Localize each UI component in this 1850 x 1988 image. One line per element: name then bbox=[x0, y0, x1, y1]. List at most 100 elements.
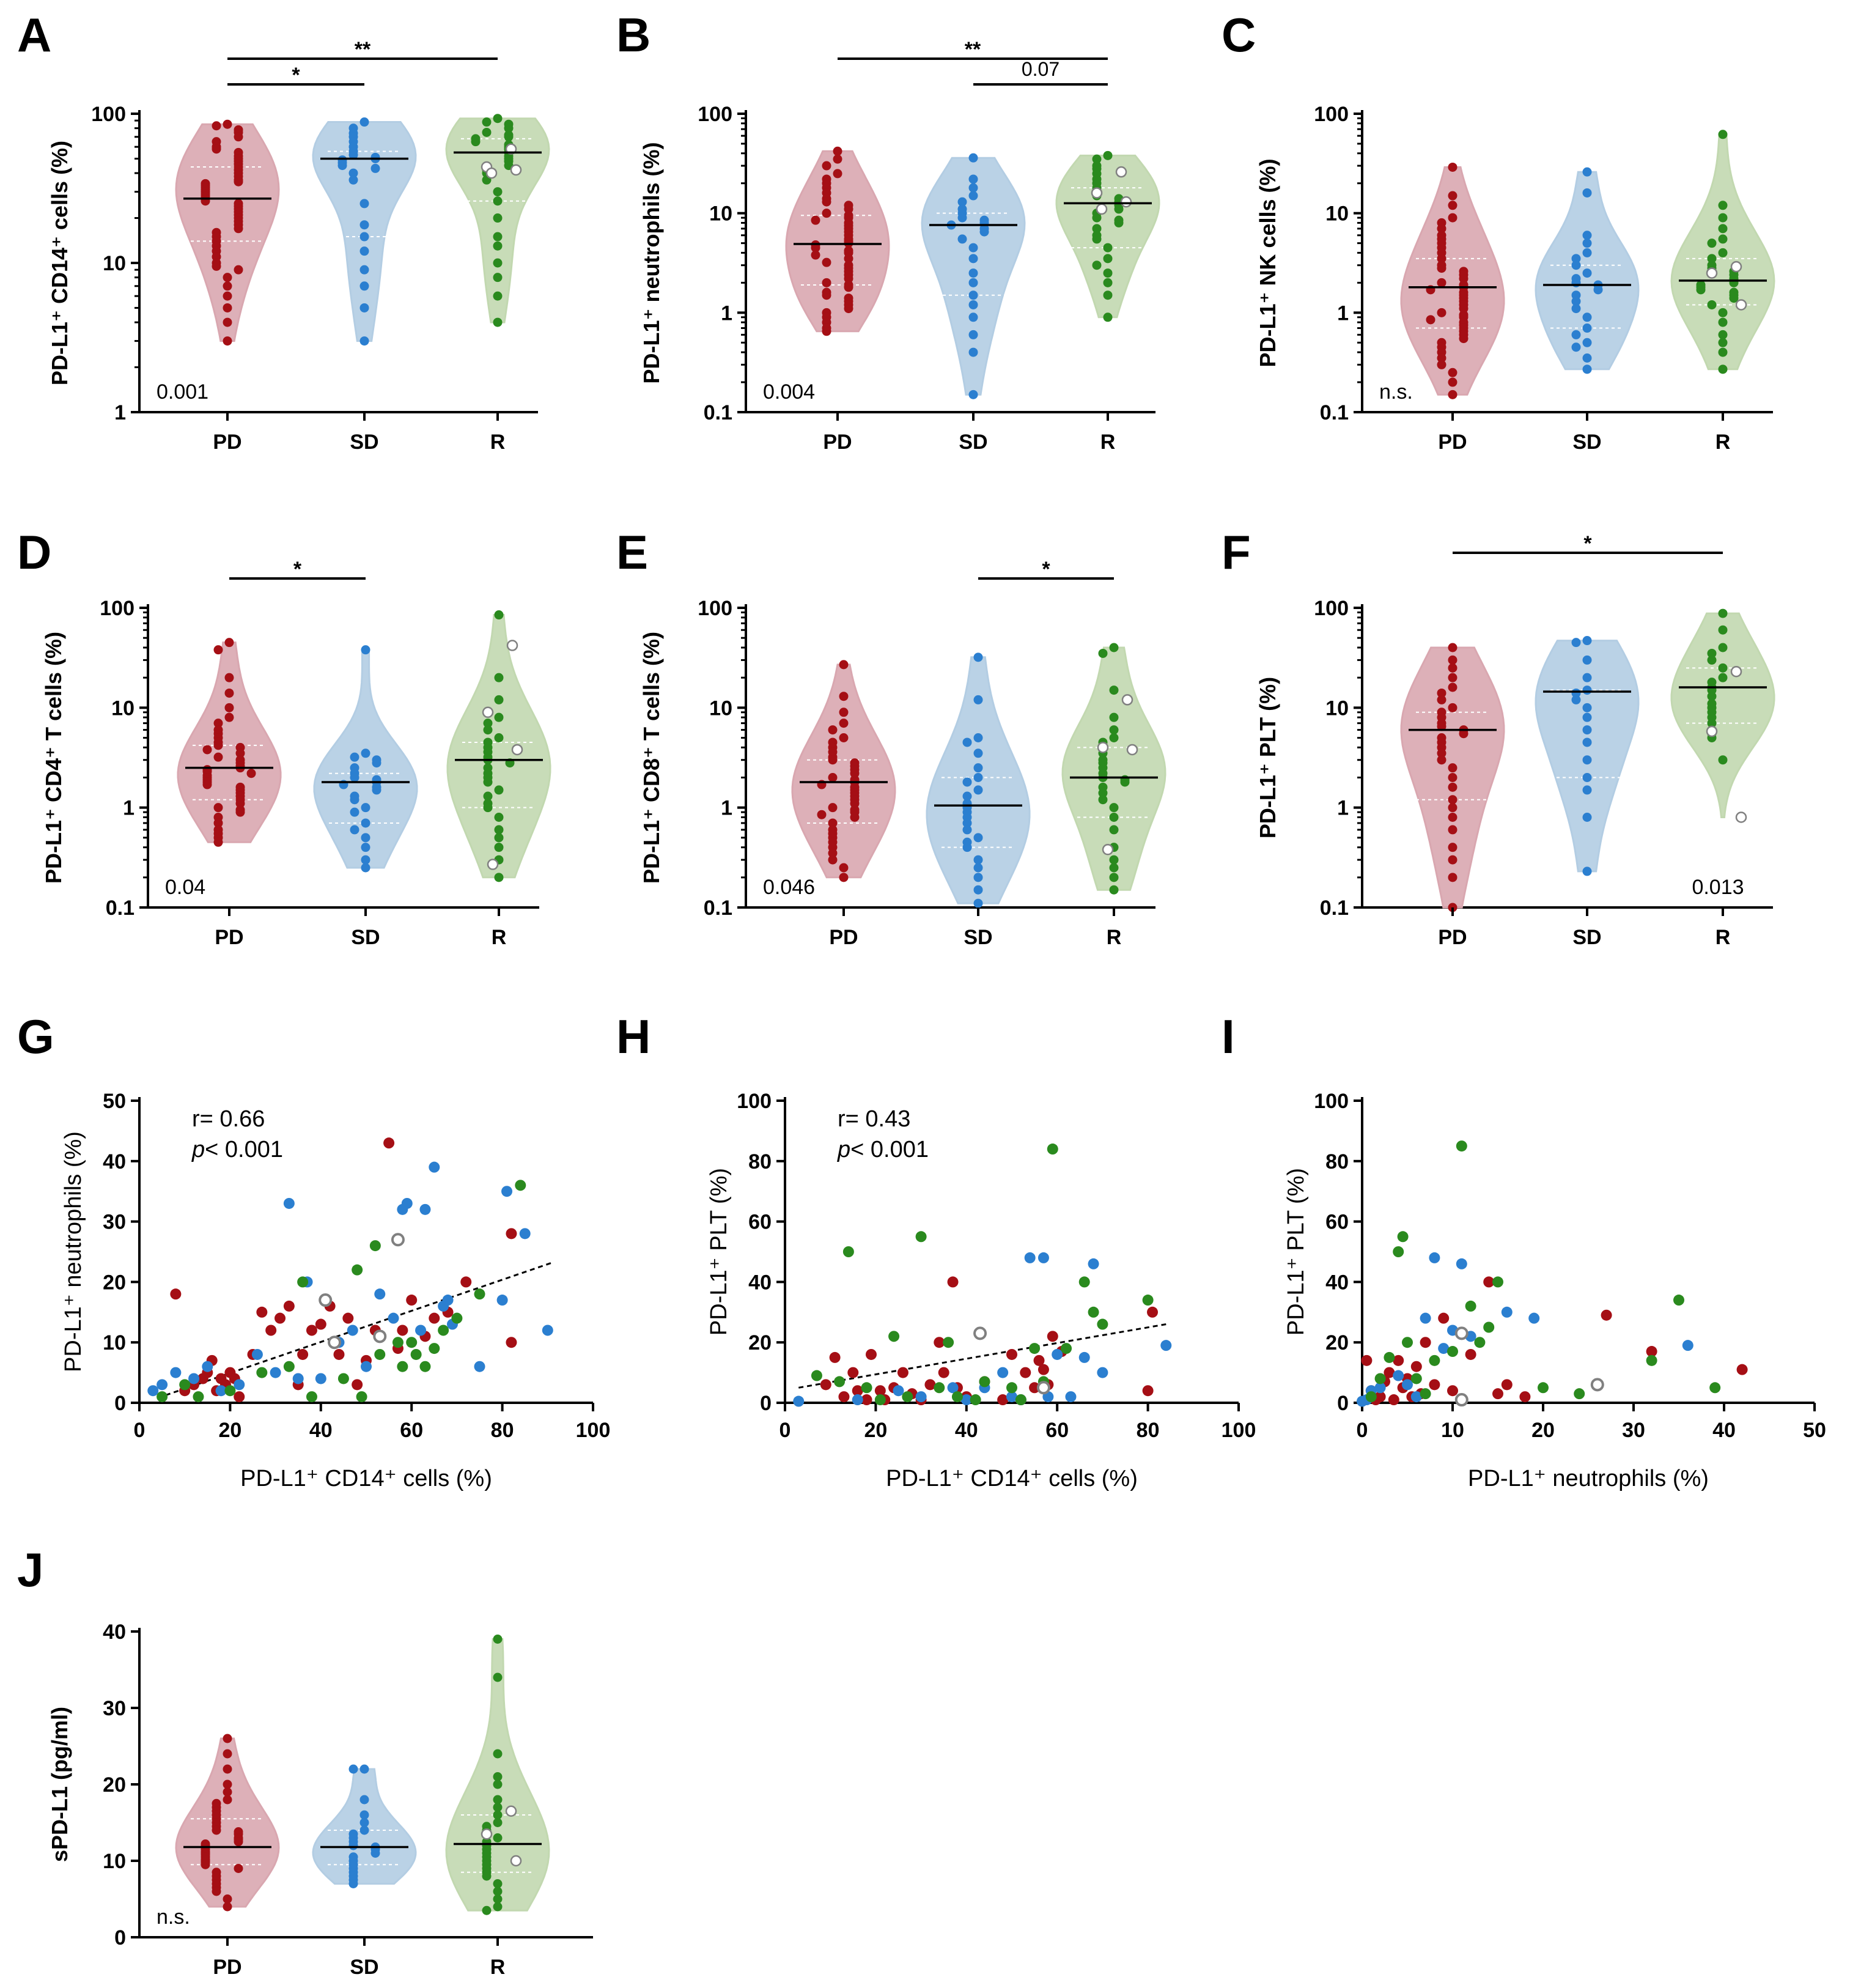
data-point-PD bbox=[1519, 1391, 1531, 1403]
data-point-R bbox=[438, 1325, 449, 1336]
data-point-R bbox=[1109, 712, 1119, 722]
data-point-SD bbox=[270, 1367, 281, 1378]
data-point-R bbox=[369, 1240, 381, 1252]
data-point-SD bbox=[1582, 772, 1592, 782]
data-point-SD bbox=[893, 1385, 904, 1397]
data-point-PD bbox=[224, 712, 234, 722]
data-point-SD bbox=[947, 1382, 959, 1394]
data-point-PD bbox=[397, 1325, 408, 1336]
y-tick-label: 20 bbox=[748, 1331, 772, 1354]
data-point-SD bbox=[361, 1361, 372, 1372]
open-data-point bbox=[481, 1828, 493, 1840]
open-data-point bbox=[1706, 267, 1718, 279]
data-point-PD bbox=[1437, 360, 1446, 369]
data-point-SD bbox=[348, 150, 358, 160]
y-tick-label: 100 bbox=[737, 1090, 772, 1113]
data-point-PD bbox=[1736, 1364, 1748, 1375]
data-point-SD bbox=[1582, 167, 1592, 177]
data-point-PD bbox=[234, 1837, 243, 1847]
data-point-R bbox=[1109, 812, 1119, 822]
data-point-SD bbox=[359, 1764, 369, 1774]
data-point-R bbox=[494, 873, 504, 882]
open-data-point bbox=[1036, 1381, 1050, 1395]
data-point-R bbox=[1673, 1295, 1684, 1306]
data-point-PD bbox=[224, 688, 234, 698]
open-data-point bbox=[1091, 187, 1103, 199]
data-point-PD bbox=[213, 741, 223, 750]
data-point-SD bbox=[1393, 1370, 1404, 1381]
y-tick-label: 100 bbox=[698, 597, 732, 620]
data-point-R bbox=[1718, 364, 1728, 374]
data-point-PD bbox=[1448, 825, 1458, 835]
data-point-SD bbox=[202, 1361, 213, 1372]
x-tick-label: R bbox=[492, 926, 507, 949]
data-point-SD bbox=[361, 863, 370, 873]
data-point-R bbox=[451, 1312, 463, 1324]
data-point-R bbox=[483, 719, 493, 728]
data-point-PD bbox=[817, 810, 827, 819]
panel-E: E 0.1 1 10 100 PD-L1⁺ CD8⁺ T cells (%) PD SD R * 0… bbox=[616, 525, 1166, 949]
data-point-PD bbox=[342, 1312, 354, 1324]
data-point-SD bbox=[1571, 297, 1581, 306]
data-point-SD bbox=[1582, 238, 1592, 248]
data-point-PD bbox=[947, 1276, 959, 1288]
data-point-SD bbox=[1097, 1367, 1108, 1378]
data-point-R bbox=[493, 241, 503, 251]
data-point-SD bbox=[419, 1203, 431, 1215]
data-point-PD bbox=[234, 1864, 243, 1873]
data-point-PD bbox=[223, 1764, 232, 1774]
data-point-SD bbox=[359, 117, 369, 127]
data-point-R bbox=[1718, 673, 1728, 682]
data-point-R bbox=[482, 1905, 492, 1915]
data-point-R bbox=[1718, 663, 1728, 673]
data-point-R bbox=[888, 1331, 900, 1342]
data-point-PD bbox=[839, 719, 849, 728]
data-point-PD bbox=[1437, 308, 1446, 317]
correlation-r: r= 0.43 bbox=[838, 1106, 910, 1132]
data-point-R bbox=[410, 1348, 422, 1360]
data-point-R bbox=[482, 1871, 492, 1881]
data-point-R bbox=[1088, 1306, 1099, 1318]
data-point-R bbox=[1429, 1354, 1440, 1366]
data-point-SD bbox=[968, 290, 978, 300]
data-point-PD bbox=[223, 1787, 232, 1797]
data-point-R bbox=[493, 1772, 503, 1781]
y-tick-label: 100 bbox=[1314, 1090, 1349, 1113]
violin-R bbox=[1061, 646, 1166, 891]
data-point-R bbox=[494, 610, 504, 620]
panel-letter: A bbox=[17, 8, 51, 62]
data-point-PD bbox=[833, 169, 842, 179]
panel-I: I 0 20 40 60 80 100 0 10 20 30 40 50 PD-L1⁺ neutrophi… bbox=[1222, 1010, 1826, 1491]
data-point-PD bbox=[223, 1902, 232, 1912]
data-point-R bbox=[1729, 278, 1739, 287]
data-point-R bbox=[482, 117, 492, 127]
data-point-R bbox=[1707, 238, 1717, 248]
data-point-R bbox=[1092, 234, 1102, 244]
data-point-R bbox=[1474, 1337, 1486, 1348]
data-point-PD bbox=[1448, 162, 1458, 172]
x-tick-label: 80 bbox=[491, 1419, 514, 1442]
data-point-PD bbox=[1465, 1348, 1476, 1360]
y-tick-label: 10 bbox=[709, 202, 732, 226]
x-tick-label: SD bbox=[1572, 430, 1601, 454]
y-tick-label: 10 bbox=[103, 1850, 126, 1873]
data-point-SD bbox=[1088, 1258, 1099, 1269]
data-point-PD bbox=[828, 772, 838, 782]
data-point-R bbox=[352, 1264, 363, 1276]
y-tick-label: 60 bbox=[748, 1211, 772, 1234]
data-point-R bbox=[493, 1833, 503, 1842]
data-point-R bbox=[471, 137, 481, 147]
data-point-PD bbox=[223, 1734, 232, 1743]
data-point-SD bbox=[957, 213, 967, 223]
x-tick-label: 100 bbox=[576, 1419, 611, 1442]
data-point-PD bbox=[1429, 1379, 1440, 1391]
data-point-PD bbox=[838, 1391, 850, 1403]
data-point-R bbox=[1092, 224, 1102, 234]
y-tick-label: 0 bbox=[1337, 1392, 1349, 1415]
data-point-SD bbox=[292, 1373, 304, 1384]
data-point-SD bbox=[957, 197, 967, 207]
data-point-R bbox=[493, 1749, 503, 1759]
data-point-R bbox=[504, 124, 514, 133]
data-point-PD bbox=[1374, 1391, 1386, 1403]
data-point-SD bbox=[429, 1161, 440, 1173]
